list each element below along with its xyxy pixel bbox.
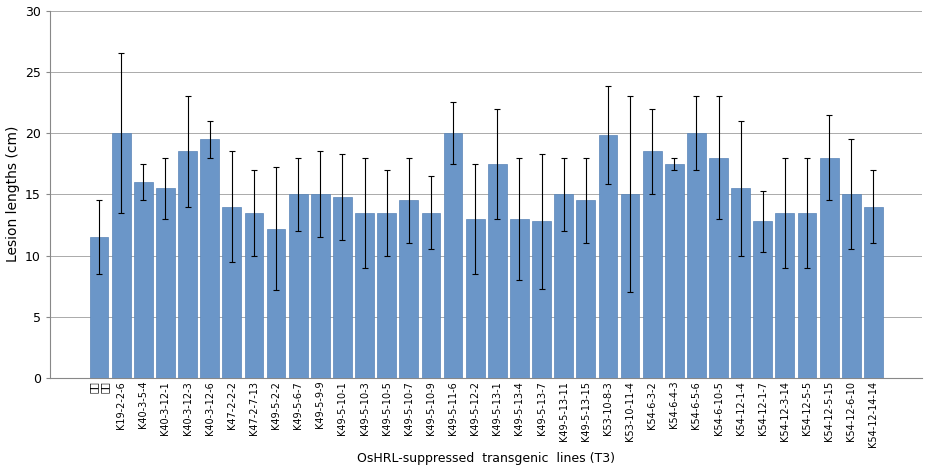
Bar	[156, 188, 174, 378]
Bar	[443, 133, 462, 378]
Bar	[222, 206, 241, 378]
Bar	[553, 194, 573, 378]
Bar	[531, 221, 551, 378]
Bar	[576, 200, 594, 378]
Bar	[245, 212, 263, 378]
Bar	[841, 194, 859, 378]
Bar	[311, 194, 329, 378]
Y-axis label: Lesion lengths (cm): Lesion lengths (cm)	[6, 126, 19, 262]
Bar	[598, 136, 616, 378]
Bar	[819, 157, 838, 378]
Bar	[178, 151, 197, 378]
X-axis label: OsHRL-suppressed  transgenic  lines (T3): OsHRL-suppressed transgenic lines (T3)	[357, 453, 615, 465]
Bar	[753, 221, 771, 378]
Bar	[288, 194, 307, 378]
Bar	[488, 163, 506, 378]
Bar	[708, 157, 727, 378]
Bar	[642, 151, 661, 378]
Bar	[133, 182, 153, 378]
Bar	[333, 197, 351, 378]
Bar	[510, 219, 528, 378]
Bar	[686, 133, 705, 378]
Bar	[421, 212, 439, 378]
Bar	[664, 163, 683, 378]
Bar	[399, 200, 418, 378]
Bar	[775, 212, 794, 378]
Bar	[465, 219, 484, 378]
Bar	[730, 188, 749, 378]
Bar	[863, 206, 882, 378]
Bar	[620, 194, 639, 378]
Bar	[796, 212, 816, 378]
Bar	[377, 212, 396, 378]
Bar	[200, 139, 219, 378]
Bar	[355, 212, 374, 378]
Bar	[111, 133, 131, 378]
Bar	[266, 228, 286, 378]
Bar	[90, 237, 108, 378]
